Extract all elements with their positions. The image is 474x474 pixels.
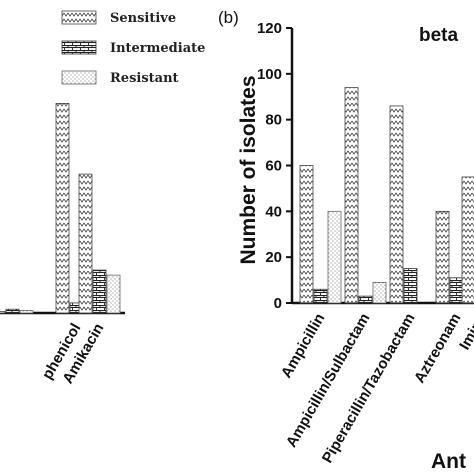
bar-ampicillin-resistant <box>327 210 342 304</box>
bar-imipe-sensitive <box>461 176 474 304</box>
legend-swatch-sensitive <box>61 10 97 25</box>
bar-blank-sensitive <box>0 311 6 314</box>
panel-b-x-axis-title: Ant <box>431 450 466 473</box>
bar-piperacillin-tazobactam-sensitive <box>389 105 404 304</box>
legend-label-resistant: Resistant <box>110 71 179 86</box>
bar-aztreonam-intermediate <box>449 277 464 304</box>
bar-ampicillin-sulbactam-resistant <box>372 281 387 304</box>
bar-ampicillin-intermediate <box>313 288 328 304</box>
category-label-aztreonam: Aztreonam <box>411 311 464 387</box>
y-tick-label: 60 <box>265 158 282 175</box>
y-tick-label: 0 <box>274 295 282 312</box>
bar-aztreonam-sensitive <box>435 210 450 304</box>
panel-b-chart: Number of isolates 0 20 40 60 80 100 120 Ampic… <box>237 20 474 473</box>
y-tick-label: 80 <box>265 112 282 129</box>
legend-swatch-intermediate <box>61 40 97 55</box>
panel-b-bars <box>299 87 474 304</box>
bar-blank-resistant <box>19 310 34 314</box>
bar-ampicillin-sensitive <box>299 165 314 304</box>
y-tick-label: 120 <box>257 20 282 37</box>
bar-phenicol-sensitive <box>55 103 70 314</box>
panel-b-y-axis-title: Number of isolates <box>237 75 260 264</box>
legend-label-intermediate: Intermediate <box>110 41 205 56</box>
panel-b-y-ticks: 0 20 40 60 80 100 120 <box>257 20 292 312</box>
panel-label: (b) <box>218 8 239 27</box>
panel-b-category-labels: AmpicillinAmpicillin/SulbactamPiperacill… <box>278 311 474 467</box>
legend-swatch-resistant <box>61 70 97 85</box>
panel-b-title: beta <box>419 25 459 46</box>
legend-label-sensitive: Sensitive <box>110 11 176 26</box>
y-tick-label: 40 <box>265 203 282 220</box>
category-label-ampicillin: Ampicillin <box>278 311 329 382</box>
bar-ampicillin-sulbactam-sensitive <box>344 87 359 304</box>
bar-amikacin-sensitive <box>78 173 93 314</box>
category-label-piperacillin-tazobactam: Piperacillin/Tazobactam <box>319 311 419 467</box>
bar-piperacillin-tazobactam-intermediate <box>403 268 418 304</box>
y-tick-label: 100 <box>257 66 282 83</box>
bar-ampicillin-sulbactam-intermediate <box>358 295 373 304</box>
legend: Sensitive Intermediate Resistant <box>61 10 205 86</box>
category-label-ampicillin-sulbactam: Ampicillin/Sulbactam <box>283 311 374 451</box>
bar-amikacin-resistant <box>106 274 121 314</box>
y-tick-label: 20 <box>265 249 282 266</box>
bar-amikacin-intermediate <box>92 269 107 314</box>
panel-a-bars <box>0 103 121 314</box>
bar-blank-intermediate <box>5 308 20 314</box>
